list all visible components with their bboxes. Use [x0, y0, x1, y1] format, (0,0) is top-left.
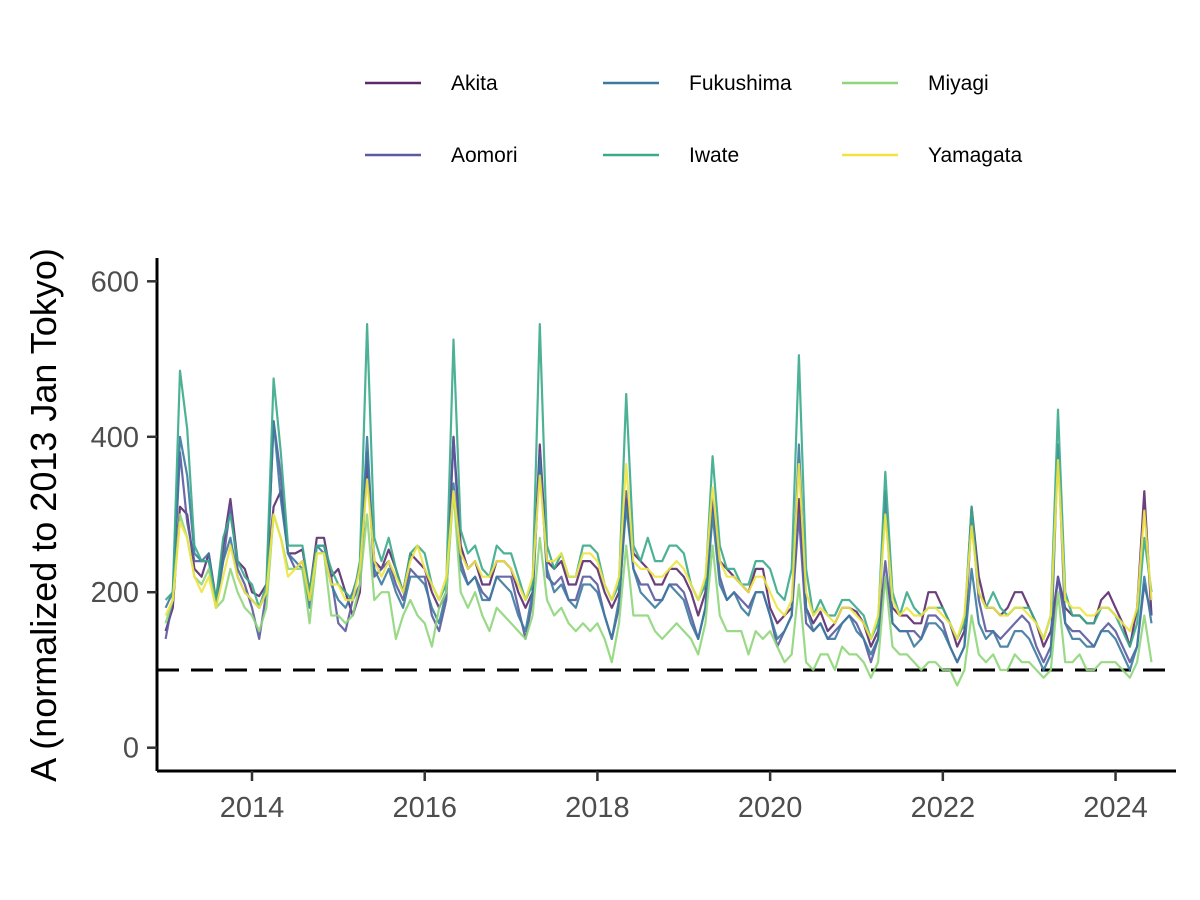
legend-item-iwate: Iwate — [603, 144, 739, 167]
y-tick-label: 400 — [91, 422, 139, 454]
legend-label: Yamagata — [928, 144, 1022, 167]
legend-label: Aomori — [451, 144, 518, 167]
x-tick-label: 2018 — [565, 792, 630, 824]
series-line-yamagata — [164, 459, 1153, 641]
legend-label: Akita — [451, 72, 498, 95]
legend-label: Miyagi — [928, 72, 989, 95]
legend-item-miyagi: Miyagi — [842, 72, 989, 95]
y-ticks: 0 200 400 600 — [91, 266, 157, 765]
legend-item-akita: Akita — [365, 72, 498, 95]
series-line-aomori — [164, 420, 1153, 664]
x-tick-label: 2016 — [392, 792, 457, 824]
legend-label: Iwate — [689, 144, 739, 167]
axes — [155, 258, 1176, 773]
legend-label: Fukushima — [689, 72, 792, 95]
legend: Akita Aomori Fukushima Iwate Miyagi Yamagata — [365, 72, 1022, 167]
x-tick-label: 2020 — [738, 792, 803, 824]
series-layer — [164, 323, 1153, 687]
series-line-miyagi — [164, 490, 1153, 687]
y-tick-label: 0 — [123, 733, 139, 765]
x-ticks: 2014 2016 2018 2020 2022 2024 — [220, 771, 1148, 824]
y-axis-title: A (normalized to 2013 Jan Tokyo) — [23, 248, 64, 782]
y-tick-label: 600 — [91, 266, 139, 298]
legend-item-yamagata: Yamagata — [842, 144, 1022, 167]
legend-item-fukushima: Fukushima — [603, 72, 792, 95]
y-tick-label: 200 — [91, 577, 139, 609]
legend-item-aomori: Aomori — [365, 144, 518, 167]
series-line-iwate — [164, 323, 1153, 648]
series-line-fukushima — [164, 420, 1153, 672]
x-tick-label: 2022 — [911, 792, 976, 824]
x-tick-label: 2024 — [1083, 792, 1148, 824]
x-tick-label: 2014 — [220, 792, 285, 824]
